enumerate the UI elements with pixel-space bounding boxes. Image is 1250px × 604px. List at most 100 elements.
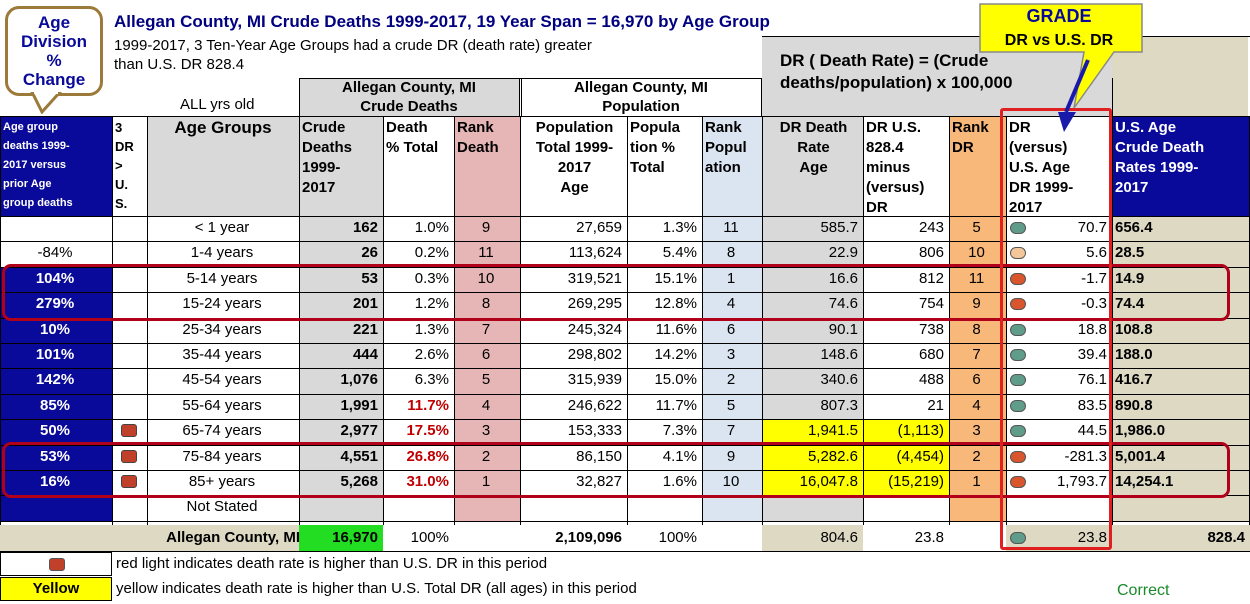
- row-dr-bg: [762, 470, 863, 496]
- cell-age: 15-24 years: [182, 295, 262, 313]
- row-minus-bg: [863, 470, 949, 496]
- cell-vs: 5.6: [1086, 244, 1107, 262]
- column-header-line: 2017 versus: [3, 159, 66, 171]
- row-age-bg: [147, 292, 299, 318]
- cell-dr: 1,941.5: [807, 422, 858, 440]
- cell-deaths: 1,076: [340, 371, 378, 389]
- cell-dpct: 0.2%: [414, 244, 449, 262]
- cell-dpct: 26.8%: [406, 447, 449, 465]
- column-header-line: 828.4: [866, 139, 904, 156]
- grid-line: [761, 78, 762, 116]
- cell-rankdr: 4: [972, 396, 981, 414]
- row-minus-bg: [863, 241, 949, 267]
- row-dr-bg: [762, 495, 863, 521]
- cell-us: 14.9: [1115, 269, 1145, 287]
- cell-dpct: 6.3%: [414, 371, 449, 389]
- cell-rankd: 7: [481, 320, 491, 338]
- column-header: Age Groups: [174, 118, 272, 137]
- subtitle-line1: 1999-2017, 3 Ten-Year Age Groups had a c…: [114, 37, 592, 54]
- grid-line: [1112, 78, 1113, 116]
- red-light-icon: [49, 558, 65, 571]
- cell-pop: 245,324: [567, 320, 622, 338]
- cell-us: 74.4: [1115, 295, 1145, 313]
- cell-age: 75-84 years: [182, 447, 262, 465]
- cell-rankp: 3: [726, 346, 736, 363]
- row-age-bg: [147, 317, 299, 343]
- cell-change: 10%: [39, 320, 71, 338]
- row-deaths-bg: [299, 317, 383, 343]
- row-age-bg: [147, 393, 299, 420]
- row-us-bg: [1112, 419, 1250, 445]
- column-header-line: minus: [866, 159, 911, 176]
- grid-line: [0, 368, 1250, 370]
- header-us-bg: [1112, 116, 1250, 216]
- column-header-line: Rates 1999-: [1115, 159, 1199, 176]
- cell-rankp: 11: [723, 219, 739, 236]
- row-deaths-bg: [299, 393, 383, 420]
- cell-dpct: 1.0%: [414, 219, 449, 236]
- cell-rankdr: 8: [972, 320, 981, 338]
- cell-us: 188.0: [1115, 346, 1153, 363]
- callout-line: Change: [22, 70, 86, 89]
- cell-rankdr: 11: [968, 269, 985, 287]
- column-header-line: DR U.S.: [866, 119, 922, 136]
- cell-rankp: 8: [726, 244, 736, 262]
- row-rank-dr-bg: [949, 343, 1006, 369]
- grid-line: [0, 550, 1250, 552]
- cell-age: < 1 year: [194, 219, 250, 236]
- cell-ppct: 11.6%: [655, 320, 697, 338]
- cell-dpct: 17.5%: [406, 422, 449, 440]
- column-header-line: S.: [115, 196, 128, 211]
- row-rank-death-bg: [454, 393, 520, 420]
- callout-line: %: [46, 51, 62, 70]
- cell-age: 1-4 years: [190, 244, 254, 262]
- cell-dr: 74.6: [828, 295, 858, 313]
- red-light-icon: [121, 475, 137, 488]
- column-header: Popula tion % Total: [630, 118, 701, 178]
- row-rank-pop-bg: [702, 266, 762, 293]
- cell-change: 53%: [39, 447, 71, 465]
- row-change-bg: [0, 368, 112, 394]
- cell-ppct: 4.1%: [662, 447, 697, 465]
- cell-minus: 812: [918, 269, 944, 287]
- row-change-bg: [0, 241, 112, 267]
- legend-red-swatch-cell: [0, 552, 112, 576]
- column-header: DR Death Rate Age: [765, 118, 862, 178]
- column-header-line: tion %: [630, 139, 675, 156]
- column-header: Death % Total: [386, 118, 453, 158]
- column-header-line: 2017: [302, 179, 336, 196]
- row-change-bg: [0, 419, 112, 445]
- row-deaths-bg: [299, 368, 383, 394]
- row-us-bg: [1112, 368, 1250, 394]
- cell-pop: 246,622: [567, 396, 622, 414]
- row-rank-pop-bg: [702, 444, 762, 470]
- row-us-bg: [1112, 343, 1250, 369]
- legend-yellow-text: yellow indicates death rate is higher th…: [116, 580, 637, 597]
- cell-vs: -281.3: [1064, 447, 1107, 465]
- total-deaths: 16,970: [332, 528, 378, 546]
- column-header-line: U.S. Age: [1009, 159, 1071, 176]
- column-header-line: Age: [799, 159, 828, 176]
- callout-pointer: [30, 92, 63, 114]
- total-label: Allegan County, MI: [166, 528, 300, 546]
- total-deaths-bg: [299, 524, 383, 551]
- subtitle-line2: than U.S. DR 828.4: [114, 56, 245, 73]
- row-rank-death-bg: [454, 368, 520, 394]
- column-header-line: 2017: [1009, 199, 1043, 216]
- grid-line: [0, 444, 1250, 446]
- cell-deaths: 201: [352, 295, 378, 313]
- row-minus-bg: [863, 368, 949, 394]
- cell-minus: (15,219): [888, 473, 944, 490]
- cell-rankp: 2: [726, 371, 736, 389]
- row-rank-dr-bg: [949, 444, 1006, 470]
- cell-minus: (1,113): [897, 422, 944, 440]
- cell-minus: 680: [918, 346, 944, 363]
- row-change-bg: [0, 216, 112, 242]
- cell-minus: 488: [918, 371, 944, 389]
- row-rank-dr-bg: [949, 393, 1006, 420]
- cell-rankd: 4: [481, 396, 491, 414]
- grade-column-highlight: [1000, 108, 1112, 550]
- cell-age: 25-34 years: [182, 320, 262, 338]
- column-header: 3 DR > U. S.: [115, 118, 146, 213]
- row-rank-pop-bg: [702, 419, 762, 445]
